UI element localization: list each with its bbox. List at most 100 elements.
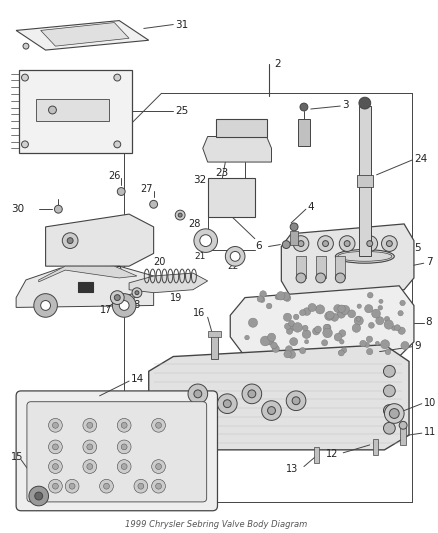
Circle shape [389,409,399,418]
FancyBboxPatch shape [27,402,207,502]
Circle shape [360,341,366,347]
Text: 6: 6 [255,240,261,251]
Circle shape [272,345,279,352]
Bar [290,231,298,245]
Polygon shape [16,266,154,308]
Circle shape [121,444,127,450]
Circle shape [384,422,395,434]
Circle shape [318,236,333,252]
Circle shape [117,188,125,196]
Circle shape [348,310,356,318]
Circle shape [386,240,392,247]
Circle shape [298,240,304,247]
Circle shape [334,333,342,341]
Circle shape [49,418,62,432]
Text: 13: 13 [286,464,298,473]
Circle shape [225,247,245,266]
Circle shape [155,464,162,470]
Bar [336,256,345,278]
Circle shape [65,479,79,493]
Circle shape [248,318,258,327]
Text: 25: 25 [175,106,188,116]
Polygon shape [230,286,414,357]
Circle shape [21,74,28,81]
Circle shape [312,328,320,335]
Circle shape [178,213,182,217]
Polygon shape [39,266,137,282]
Circle shape [121,422,127,428]
Circle shape [400,300,405,306]
Circle shape [308,303,316,312]
Circle shape [117,459,131,473]
Text: 20: 20 [154,257,166,267]
Bar [211,334,219,359]
Circle shape [364,342,370,348]
Circle shape [87,444,93,450]
Circle shape [315,305,325,314]
Text: 30: 30 [11,204,25,214]
Text: 22: 22 [227,262,239,271]
Circle shape [401,342,409,350]
Bar [78,282,93,292]
Circle shape [354,316,364,325]
Circle shape [385,317,390,321]
Circle shape [338,350,344,356]
Text: 29: 29 [110,266,123,276]
Circle shape [83,418,97,432]
Text: 4: 4 [308,202,314,212]
Circle shape [188,384,208,403]
Circle shape [281,292,290,301]
Circle shape [344,240,350,247]
Circle shape [367,293,373,298]
Text: 9: 9 [414,341,420,351]
Text: 3: 3 [342,100,349,110]
Bar [298,119,310,147]
Circle shape [135,290,139,295]
Bar [357,175,373,187]
Circle shape [286,346,293,353]
Circle shape [114,295,120,301]
Bar [373,439,378,455]
Circle shape [245,335,249,340]
Circle shape [150,200,158,208]
Circle shape [103,483,110,489]
Text: 12: 12 [325,449,338,459]
Circle shape [338,305,345,312]
Text: 19: 19 [170,293,183,303]
Circle shape [110,290,124,304]
Circle shape [283,240,290,248]
Circle shape [155,483,162,489]
Circle shape [121,464,127,470]
Text: 16: 16 [193,308,205,318]
Circle shape [381,236,397,252]
Circle shape [352,324,360,333]
Circle shape [339,340,344,344]
Polygon shape [149,345,409,450]
Circle shape [339,236,355,252]
Circle shape [53,422,58,428]
Circle shape [283,313,292,321]
Bar [296,256,306,278]
Text: 14: 14 [131,374,144,384]
Polygon shape [203,136,272,162]
Circle shape [284,350,291,358]
Bar [36,99,110,121]
Circle shape [230,252,240,261]
Circle shape [290,337,298,346]
Bar [208,178,255,217]
Circle shape [83,459,97,473]
Ellipse shape [336,249,394,263]
Circle shape [248,390,256,398]
Circle shape [194,390,202,398]
Circle shape [69,483,75,489]
Circle shape [293,322,302,332]
Circle shape [29,486,49,506]
Circle shape [266,303,272,309]
Circle shape [296,273,306,283]
Circle shape [23,43,29,49]
Bar [316,256,325,278]
Circle shape [366,336,373,342]
Text: 17: 17 [99,305,112,316]
Text: 11: 11 [424,427,436,437]
Circle shape [340,305,350,314]
